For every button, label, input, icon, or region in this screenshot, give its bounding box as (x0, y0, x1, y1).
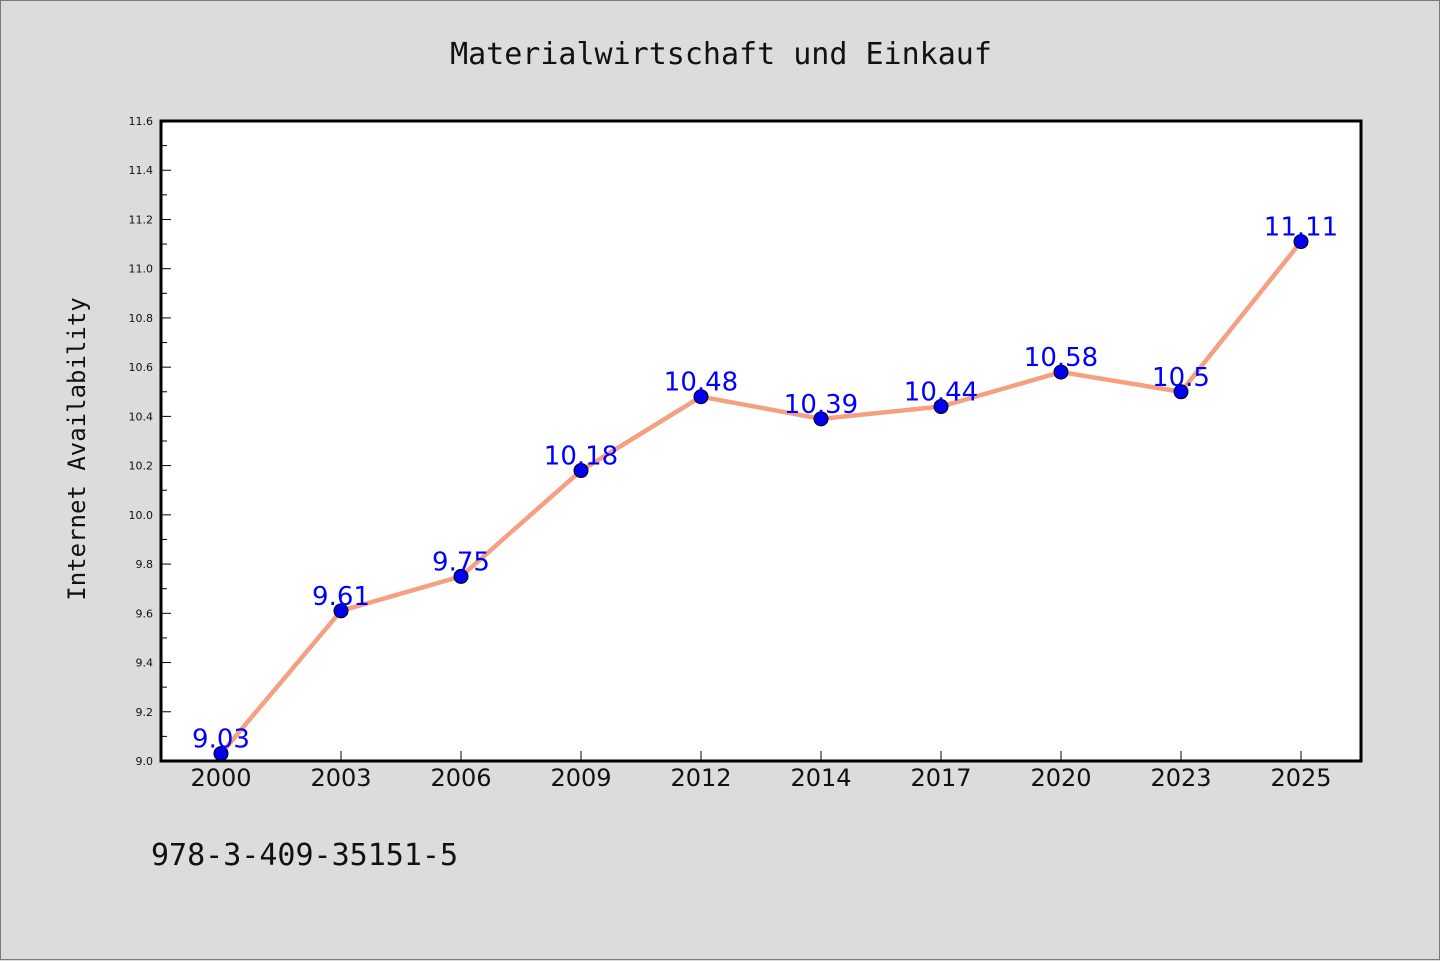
y-tick-label: 11.4 (129, 164, 154, 177)
y-tick-label: 9.8 (136, 558, 154, 571)
data-point (1293, 234, 1309, 250)
data-label: 10.39 (784, 390, 858, 420)
y-tick-label: 11.0 (129, 263, 154, 276)
plot-area (161, 121, 1361, 761)
x-axis-ticks: 2000 2003 2006 2009 2012 2014 2017 2020 2023 2025 (190, 751, 1332, 792)
x-tick-label: 2020 (1030, 764, 1091, 792)
y-tick-label: 10.4 (129, 410, 154, 423)
x-tick-label: 2025 (1270, 764, 1331, 792)
data-label: 10.58 (1024, 343, 1098, 373)
series-group: 9.03 9.61 9.75 10.18 10.48 10.39 10.44 10.58 10.… (192, 213, 1338, 762)
y-tick-label: 11.6 (129, 115, 154, 128)
data-point (933, 399, 949, 415)
x-tick-label: 2023 (1150, 764, 1211, 792)
x-tick-label: 2017 (910, 764, 971, 792)
y-tick-label: 10.8 (129, 312, 154, 325)
x-tick-label: 2006 (430, 764, 491, 792)
data-label: 9.03 (192, 725, 250, 755)
data-point (1053, 364, 1069, 380)
data-point (1173, 384, 1189, 400)
data-label: 10.5 (1152, 363, 1210, 393)
y-axis-label: Internet Availability (63, 297, 91, 600)
x-tick-label: 2003 (310, 764, 371, 792)
y-tick-label: 11.2 (129, 213, 154, 226)
data-label: 10.44 (904, 378, 978, 408)
data-label: 9.75 (432, 547, 490, 577)
y-tick-label: 9.0 (136, 755, 154, 768)
y-tick-label: 9.4 (136, 657, 154, 670)
x-tick-label: 2012 (670, 764, 731, 792)
data-point (333, 603, 349, 619)
data-point (453, 568, 469, 584)
x-tick-label: 2009 (550, 764, 611, 792)
series-line (219, 240, 1303, 756)
y-tick-label: 10.2 (129, 460, 154, 473)
data-label: 9.61 (312, 582, 370, 612)
chart-title: Materialwirtschaft und Einkauf (450, 37, 992, 72)
y-tick-label: 9.2 (136, 706, 154, 719)
x-tick-label: 2014 (790, 764, 851, 792)
data-label: 10.48 (664, 368, 738, 398)
data-label: 10.18 (544, 442, 618, 472)
plot-frame (159, 119, 1363, 763)
y-tick-label: 10.0 (129, 509, 154, 522)
footer-isbn: 978-3-409-35151-5 (151, 838, 458, 873)
y-tick-label: 10.6 (129, 361, 154, 374)
y-axis-ticks: 9.0 9.2 9.4 9.6 9.8 10.0 10.2 10.4 10.6 10.8 11.0 1… (129, 115, 171, 768)
data-point (693, 389, 709, 405)
data-label: 11.11 (1264, 213, 1338, 243)
data-point (573, 463, 589, 479)
y-tick-label: 9.6 (136, 607, 154, 620)
data-point (813, 411, 829, 427)
x-tick-label: 2000 (190, 764, 251, 792)
